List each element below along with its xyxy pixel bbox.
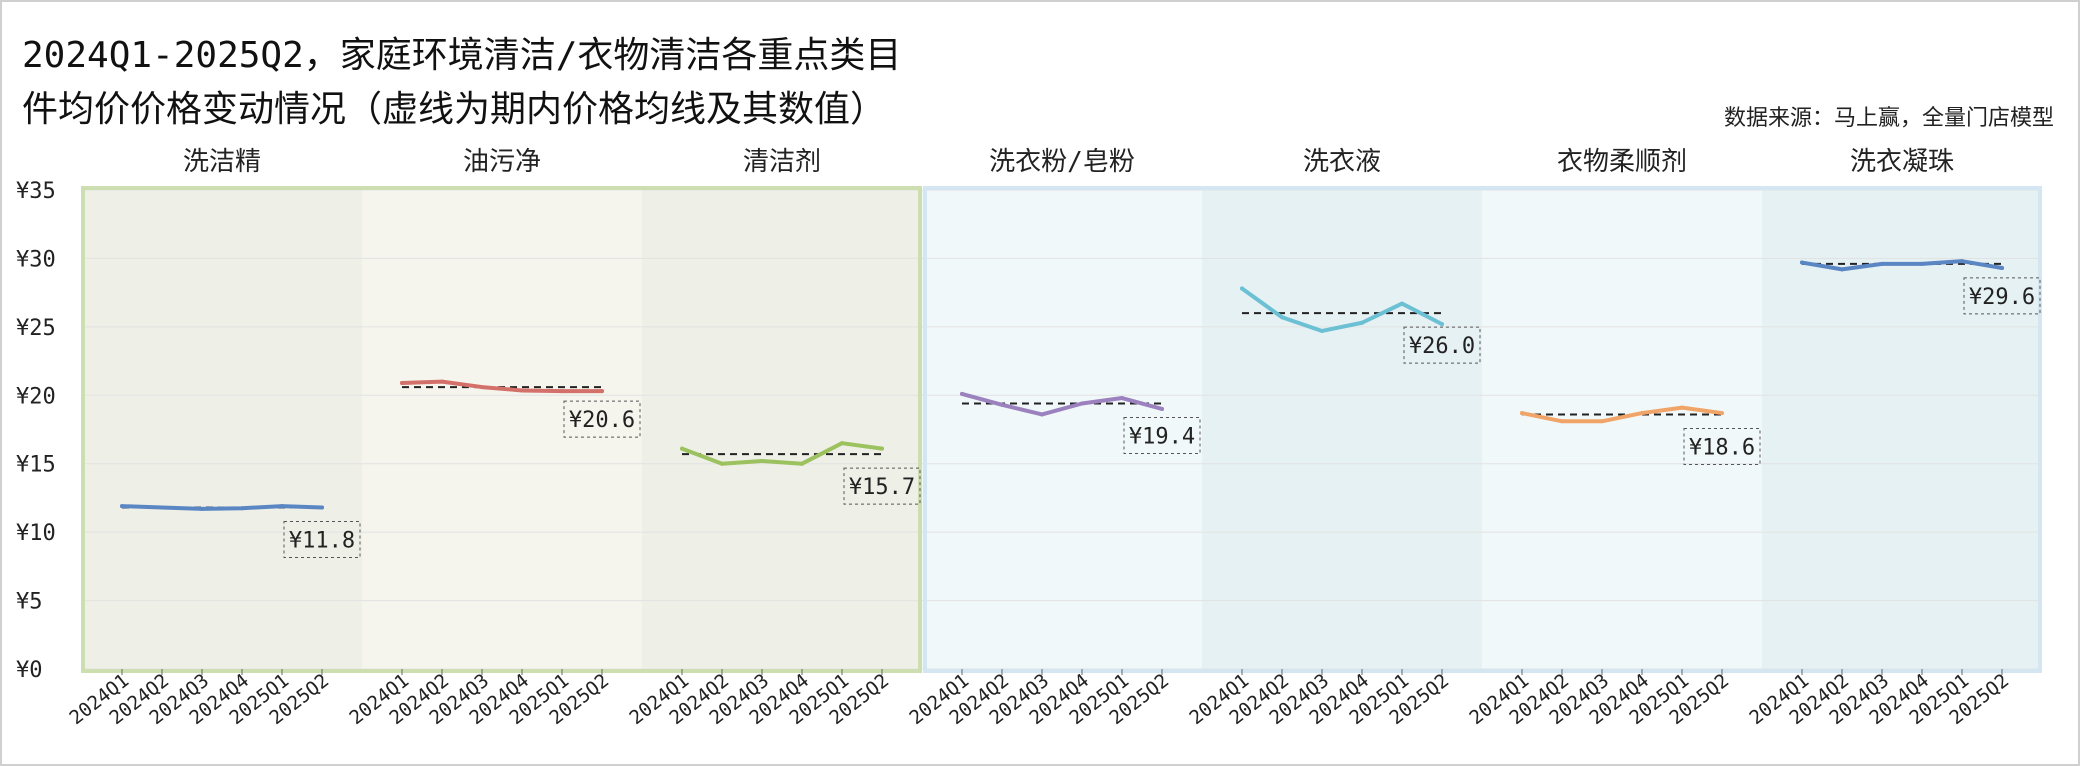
mean-label-box xyxy=(1403,326,1481,364)
data-point xyxy=(2000,266,2004,271)
data-point xyxy=(1720,411,1724,416)
mean-label-box xyxy=(1683,427,1761,465)
data-point xyxy=(400,380,404,385)
mean-value-label: ¥15.7 xyxy=(849,475,915,500)
data-point xyxy=(800,461,804,466)
series-line xyxy=(1800,259,2004,272)
panel-title: 衣物柔顺剂 xyxy=(1557,147,1687,177)
panel-title: 洗衣凝珠 xyxy=(1850,147,1954,177)
mean-value-label: ¥18.6 xyxy=(1689,435,1755,460)
panel-title: 洗洁精 xyxy=(183,147,261,177)
data-point xyxy=(1800,260,1804,265)
series-line xyxy=(1520,405,1724,424)
panel-title: 洗衣粉/皂粉 xyxy=(989,147,1135,177)
mean-label-box xyxy=(283,521,361,559)
data-point xyxy=(560,389,564,394)
y-tick-label: ¥10 xyxy=(16,521,56,546)
y-tick-label: ¥5 xyxy=(16,590,43,615)
series-line xyxy=(1240,286,1444,333)
data-point xyxy=(1680,405,1684,410)
data-point xyxy=(1120,396,1124,401)
data-point xyxy=(1160,406,1164,411)
data-point xyxy=(1240,286,1244,291)
data-point xyxy=(200,506,204,511)
y-tick-label: ¥15 xyxy=(16,453,56,478)
mean-label-box xyxy=(563,400,641,438)
data-point xyxy=(1960,259,1964,264)
panel-background-4 xyxy=(922,190,1202,669)
data-point xyxy=(320,505,324,510)
data-point xyxy=(520,388,524,393)
data-point xyxy=(760,458,764,463)
data-point xyxy=(1560,419,1564,424)
y-tick-label: ¥20 xyxy=(16,384,56,409)
panel-background-3 xyxy=(642,190,922,669)
panel-background-6 xyxy=(1482,190,1762,669)
data-point xyxy=(1880,261,1884,266)
series-line xyxy=(680,441,884,466)
panel-background-7 xyxy=(1762,190,2042,669)
mean-value-label: ¥29.6 xyxy=(1969,285,2035,310)
data-source-note: 数据来源：马上赢，全量门店模型 xyxy=(1723,106,2054,131)
data-point xyxy=(1280,315,1284,320)
group-border-home-cleaning xyxy=(81,186,922,673)
y-tick-label: ¥30 xyxy=(16,247,56,272)
data-point xyxy=(1000,402,1004,407)
data-point xyxy=(120,504,124,509)
data-point xyxy=(1440,322,1444,327)
mean-value-label: ¥11.8 xyxy=(289,529,355,554)
group-border-laundry xyxy=(923,186,2042,673)
data-point xyxy=(1040,412,1044,417)
data-point xyxy=(600,389,604,394)
data-point xyxy=(960,391,964,396)
data-point xyxy=(1640,411,1644,416)
data-point xyxy=(1080,401,1084,406)
panel-title: 洗衣液 xyxy=(1303,147,1381,177)
series-line xyxy=(400,379,604,394)
y-tick-label: ¥0 xyxy=(16,658,43,683)
panel-background-5 xyxy=(1202,190,1482,669)
data-point xyxy=(1400,301,1404,306)
data-point xyxy=(440,379,444,384)
data-point xyxy=(280,504,284,509)
series-line xyxy=(960,391,1164,417)
series-line xyxy=(120,504,324,511)
data-point xyxy=(880,446,884,451)
chart-title-line-2: 件均价价格变动情况（虚线为期内价格均线及其数值） xyxy=(22,89,887,130)
y-tick-label: ¥25 xyxy=(16,316,56,341)
mean-value-label: ¥26.0 xyxy=(1409,334,1475,359)
mean-value-label: ¥20.6 xyxy=(569,408,635,433)
mean-label-box xyxy=(843,467,921,505)
data-point xyxy=(720,461,724,466)
data-point xyxy=(240,506,244,511)
data-point xyxy=(1320,328,1324,333)
data-point xyxy=(1600,419,1604,424)
mean-value-label: ¥19.4 xyxy=(1129,424,1195,449)
data-point xyxy=(840,441,844,446)
data-point xyxy=(1520,411,1524,416)
data-point xyxy=(1360,320,1364,325)
panel-background-2 xyxy=(362,190,642,669)
panel-title: 油污净 xyxy=(463,147,541,177)
data-point xyxy=(160,505,164,510)
mean-label-box xyxy=(1123,416,1201,454)
panel-background-1 xyxy=(82,190,362,669)
data-point xyxy=(1920,261,1924,266)
panel-title: 清洁剂 xyxy=(743,147,821,177)
chart-title-line-1: 2024Q1-2025Q2，家庭环境清洁/衣物清洁各重点类目 xyxy=(22,35,902,76)
data-point xyxy=(680,446,684,451)
data-point xyxy=(1840,267,1844,272)
y-tick-label: ¥35 xyxy=(16,179,56,204)
data-point xyxy=(480,385,484,390)
mean-label-box xyxy=(1963,277,2041,315)
